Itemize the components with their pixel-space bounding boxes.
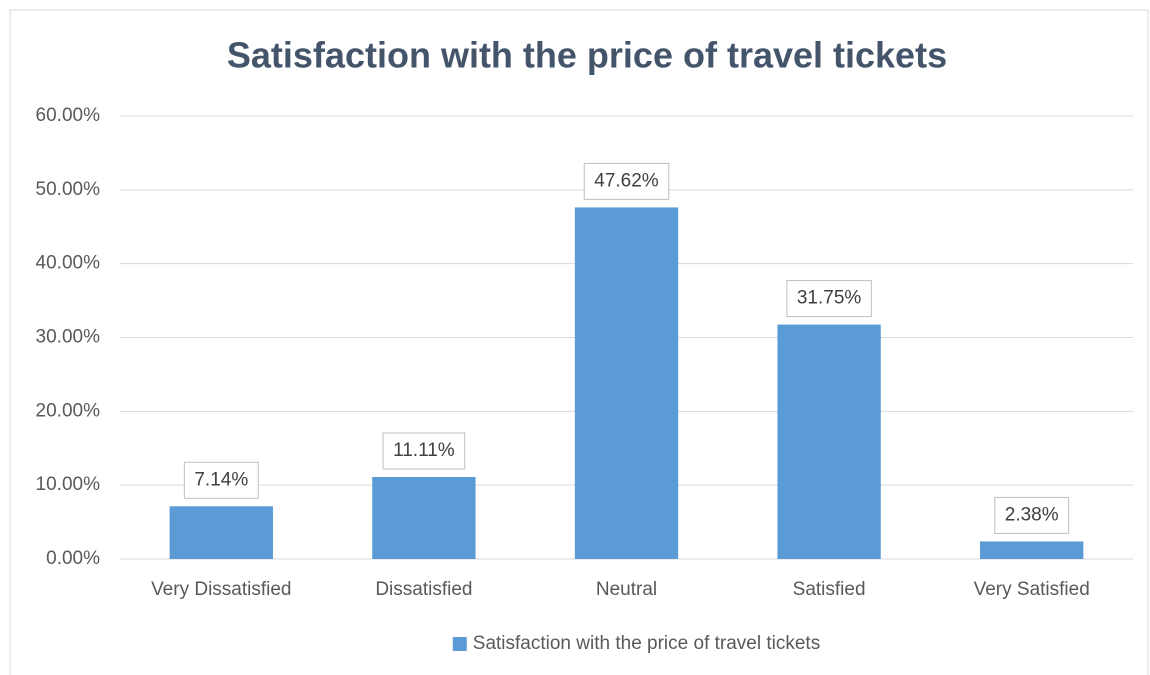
- data-label: 2.38%: [1005, 504, 1059, 525]
- x-tick-label: Neutral: [596, 579, 657, 600]
- chart-title: Satisfaction with the price of travel ti…: [227, 35, 947, 76]
- data-label: 7.14%: [194, 469, 248, 490]
- x-tick-label: Dissatisfied: [375, 579, 472, 600]
- y-tick-label: 10.00%: [36, 474, 101, 495]
- data-label-box: [382, 432, 466, 470]
- y-tick-label: 50.00%: [36, 179, 101, 200]
- x-tick-label: Very Dissatisfied: [151, 579, 291, 600]
- bar: [372, 476, 476, 559]
- legend-label: Satisfaction with the price of travel ti…: [473, 633, 820, 654]
- x-tick-label: Satisfied: [793, 579, 866, 600]
- y-tick-label: 20.00%: [36, 400, 101, 421]
- y-tick-label: 30.00%: [36, 327, 101, 348]
- legend-swatch: [452, 637, 467, 651]
- data-label-box: [183, 461, 259, 499]
- data-label-box: [994, 496, 1070, 534]
- data-label: 31.75%: [797, 288, 862, 309]
- data-label-box: [583, 162, 670, 200]
- data-label-box: [786, 280, 872, 318]
- y-tick-label: 60.00%: [36, 105, 101, 126]
- x-tick-label: Very Satisfied: [974, 579, 1090, 600]
- bar: [777, 324, 881, 559]
- y-tick-label: 40.00%: [36, 253, 101, 274]
- bar: [169, 506, 273, 559]
- bar: [980, 541, 1084, 559]
- y-tick-label: 0.00%: [46, 548, 100, 569]
- bar: [574, 207, 679, 559]
- data-label: 47.62%: [594, 170, 659, 191]
- data-label: 11.11%: [393, 440, 455, 461]
